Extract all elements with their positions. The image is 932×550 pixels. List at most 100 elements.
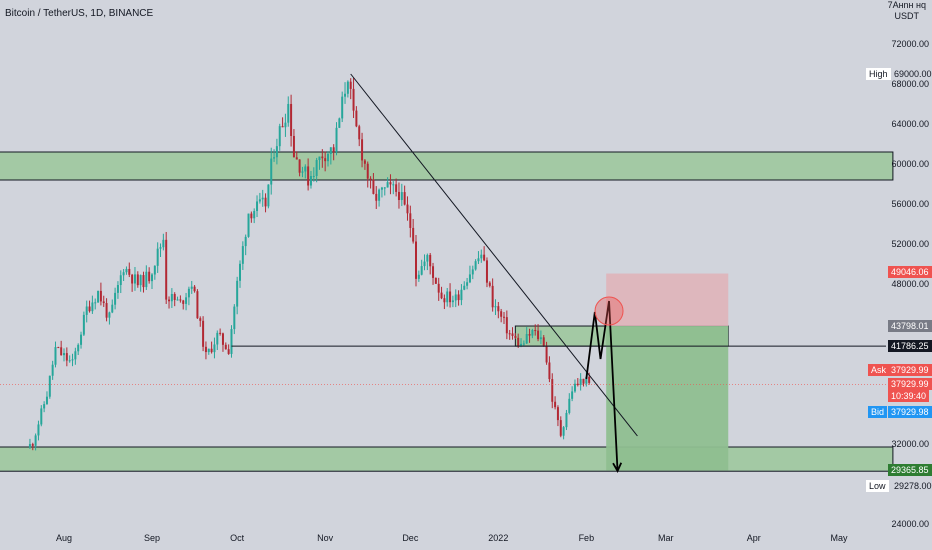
candle-body xyxy=(517,337,520,347)
candle-body xyxy=(312,175,315,177)
x-tick-label: Feb xyxy=(579,533,595,543)
y-tick-label: 32000.00 xyxy=(891,439,929,449)
candle-body xyxy=(548,362,551,380)
candle-body xyxy=(193,286,196,292)
candle-body xyxy=(525,334,528,344)
candle-body xyxy=(474,261,477,270)
candle-body xyxy=(309,176,312,186)
x-tick-label: Nov xyxy=(317,533,334,543)
candle-body xyxy=(261,197,264,200)
candle-body xyxy=(588,376,591,383)
candle-body xyxy=(409,213,412,228)
candle-body xyxy=(241,246,244,264)
candle-body xyxy=(483,254,486,261)
y-tick-label: 72000.00 xyxy=(891,39,929,49)
candle-body xyxy=(585,376,588,384)
candle-body xyxy=(40,408,43,425)
candle-body xyxy=(375,193,378,201)
candle-body xyxy=(190,286,193,289)
x-tick-label: May xyxy=(830,533,848,543)
candle-body xyxy=(349,81,352,89)
last-price-tag: 37929.99 xyxy=(888,378,932,390)
candle-body xyxy=(514,335,517,338)
candle-body xyxy=(102,301,105,304)
candle-body xyxy=(51,364,54,376)
candle-body xyxy=(219,332,222,334)
currency-label: 7Анnн нq USDT xyxy=(888,0,926,22)
y-tick-label: 64000.00 xyxy=(891,119,929,129)
candle-body xyxy=(460,289,463,301)
candle-body xyxy=(37,424,40,436)
candle-body xyxy=(91,302,94,312)
candle-body xyxy=(253,211,256,219)
candle-body xyxy=(122,272,125,276)
candle-body xyxy=(273,157,276,159)
candle-body xyxy=(88,306,91,312)
currency-line-2: USDT xyxy=(894,11,920,21)
candle-body xyxy=(224,344,227,350)
candle-body xyxy=(114,292,117,305)
candle-body xyxy=(397,191,400,201)
candle-body xyxy=(403,192,406,205)
candle-body xyxy=(151,274,153,282)
candle-body xyxy=(500,311,503,317)
support-zone-2 xyxy=(0,446,894,472)
countdown-tag: 10:39:40 xyxy=(888,390,930,402)
projection-arrowhead xyxy=(612,462,623,473)
candle-body xyxy=(267,184,270,207)
candle-body xyxy=(116,285,119,293)
candle-body xyxy=(432,266,435,278)
candle-body xyxy=(60,347,63,356)
candle-body xyxy=(477,258,480,262)
currency-line-1: 7Анnн нq xyxy=(887,0,926,10)
high-value: 69000.00 xyxy=(894,69,932,79)
candle-body xyxy=(204,346,207,353)
projection-path xyxy=(585,300,619,472)
candle-body xyxy=(335,127,338,152)
candle-body xyxy=(341,96,344,119)
candle-body xyxy=(520,343,523,347)
ask-label: Ask xyxy=(868,364,890,376)
candle-body xyxy=(307,166,310,186)
candle-body xyxy=(173,294,176,301)
trendline xyxy=(350,73,638,437)
level-price-tag: 41786.25 xyxy=(888,340,932,352)
candle-body xyxy=(142,275,145,288)
candle-body xyxy=(176,299,179,301)
candle-body xyxy=(85,306,88,315)
candle-body xyxy=(531,330,534,336)
candle-body xyxy=(315,160,318,176)
ask-price-tag: 37929.99 xyxy=(888,364,932,376)
candle-body xyxy=(449,291,452,303)
bid-price-tag: 37929.98 xyxy=(888,406,932,418)
candle-body xyxy=(415,241,417,279)
candle-body xyxy=(327,153,329,162)
candle-body xyxy=(480,254,483,259)
candle-body xyxy=(582,378,585,384)
candle-body xyxy=(77,344,80,352)
candle-body xyxy=(485,260,488,283)
candle-body xyxy=(579,378,582,385)
candle-body xyxy=(34,435,37,446)
candle-body xyxy=(369,178,372,180)
support-zone-0 xyxy=(0,151,894,181)
candle-body xyxy=(170,294,173,302)
candle-body xyxy=(244,236,247,247)
candle-body xyxy=(497,306,500,312)
candle-body xyxy=(522,343,525,345)
candle-body xyxy=(128,268,131,275)
candle-body xyxy=(54,347,57,365)
candle-body xyxy=(556,407,559,421)
candle-body xyxy=(505,317,508,334)
x-tick-label: Apr xyxy=(747,533,761,543)
candle-body xyxy=(344,93,347,97)
candle-body xyxy=(329,147,332,154)
candle-body xyxy=(210,348,213,353)
x-tick-label: Mar xyxy=(658,533,674,543)
candle-body xyxy=(298,159,301,173)
candle-body xyxy=(68,360,71,362)
candle-body xyxy=(338,118,341,128)
candle-body xyxy=(380,187,383,190)
